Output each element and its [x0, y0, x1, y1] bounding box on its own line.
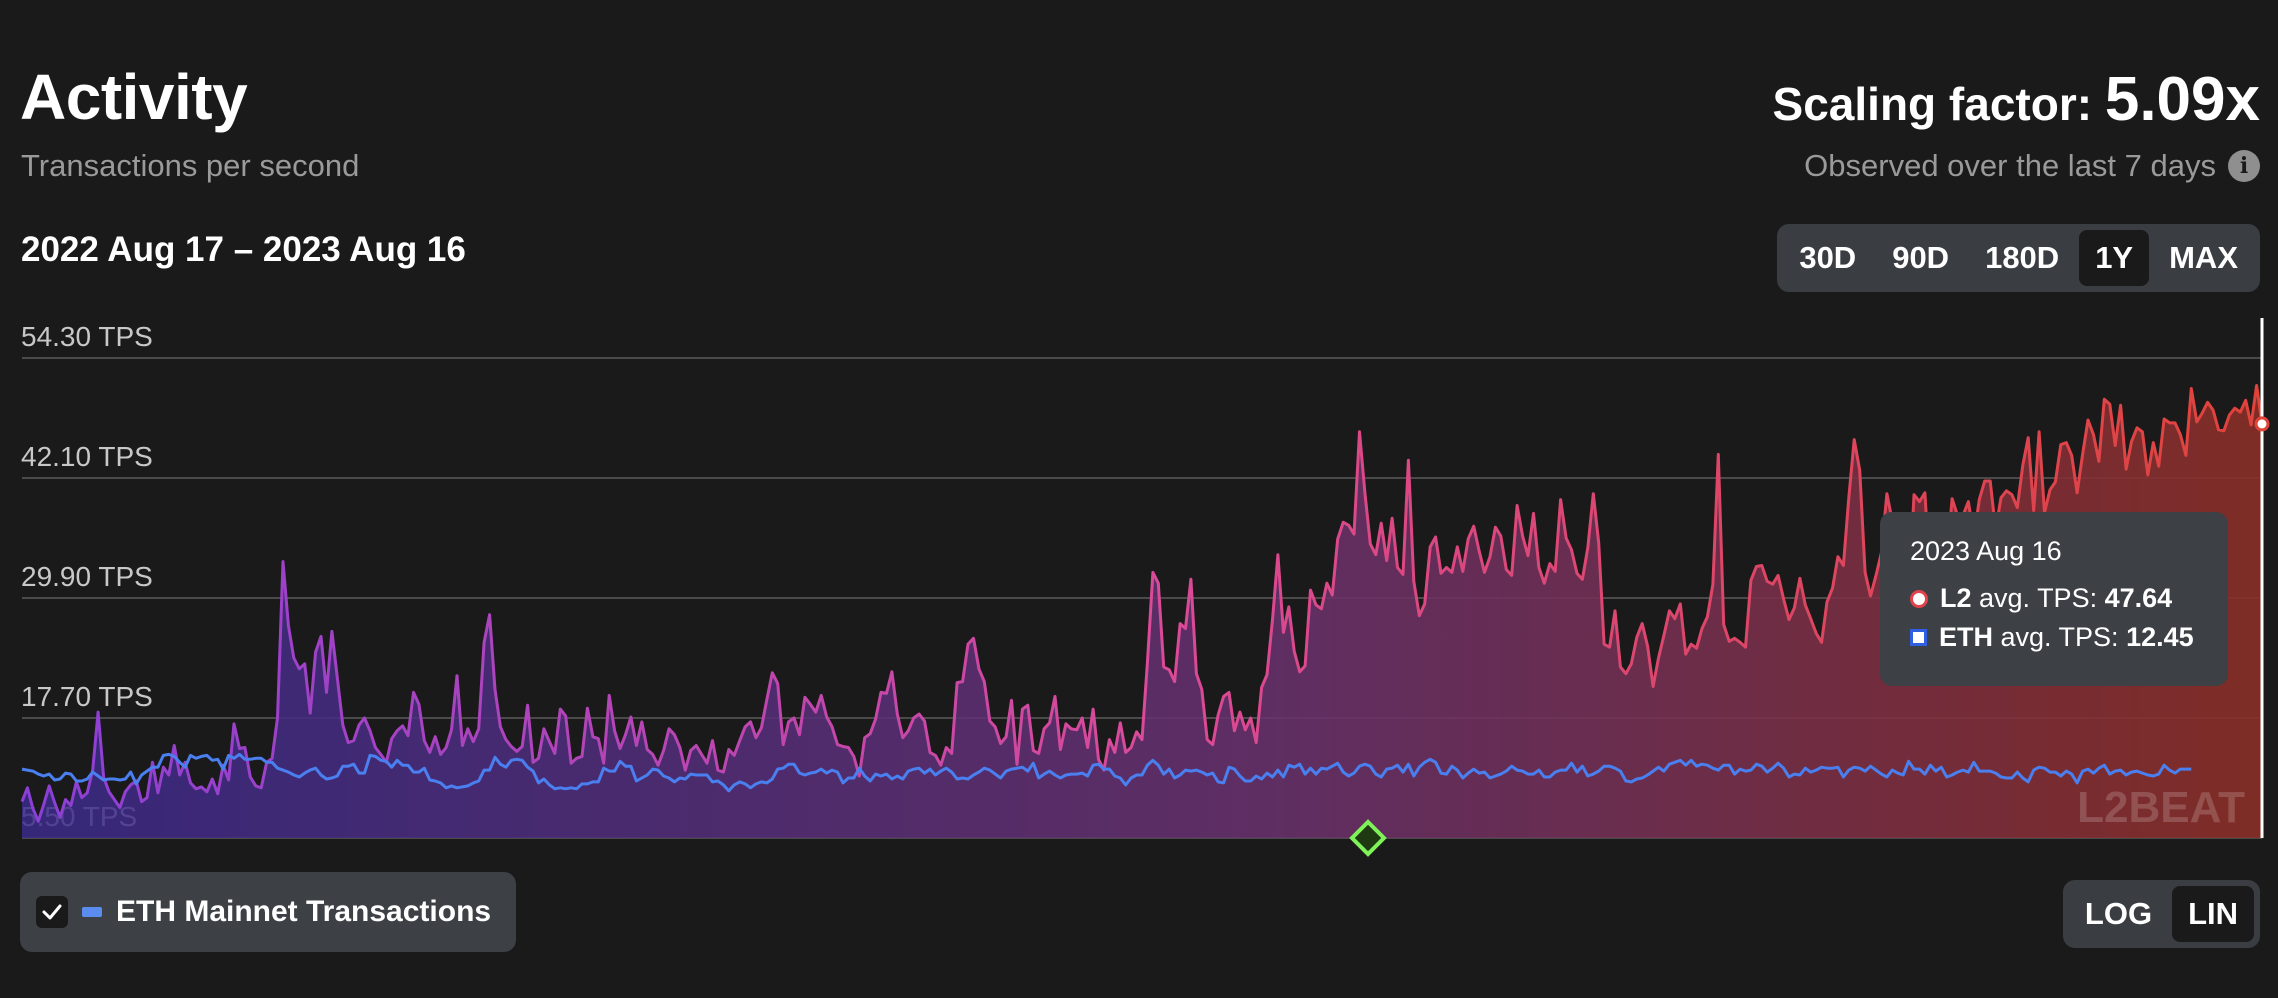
l2-area [22, 385, 2262, 838]
range-button-180d[interactable]: 180D [1985, 240, 2060, 275]
scaling-factor-label: Scaling factor: [1772, 78, 2105, 130]
tooltip-eth-suffix: avg. TPS: [1993, 622, 2127, 652]
observed-text: Observed over the last 7 days [1804, 148, 2216, 183]
page-title: Activity [20, 61, 248, 133]
tooltip-l2-label: L2 [1940, 583, 1972, 613]
range-button-90d[interactable]: 90D [1892, 240, 1950, 275]
observed-note: Observed over the last 7 days i [1804, 148, 2260, 184]
eth-series-line [21, 752, 2192, 793]
eth-legend-swatch [82, 907, 102, 917]
tooltip-date: 2023 Aug 16 [1910, 536, 2062, 566]
milestone-marker [1349, 819, 1387, 857]
scale-selector: LOG LIN [2062, 880, 2260, 948]
eth-mainnet-toggle[interactable]: ETH Mainnet Transactions [20, 872, 516, 952]
range-button-1y[interactable]: 1Y [2079, 230, 2150, 286]
tooltip-eth-value: 12.45 [2126, 622, 2194, 652]
y-tick-label: 29.90 TPS [21, 561, 153, 592]
tooltip-eth-label: ETH [1939, 622, 1993, 652]
info-icon[interactable]: i [2228, 150, 2260, 182]
eth-toggle-label: ETH Mainnet Transactions [116, 895, 492, 928]
l2-series-line [20, 384, 2264, 823]
scaling-factor: Scaling factor: 5.09x [1773, 64, 2260, 135]
tooltip-l2-row: L2 avg. TPS: 47.64 [1910, 583, 2198, 614]
range-button-30d[interactable]: 30D [1799, 240, 1857, 275]
tooltip-l2-value: 47.64 [2104, 583, 2173, 613]
eth-checkbox[interactable] [36, 896, 68, 928]
eth-marker-icon [1910, 629, 1927, 646]
tooltip-l2-suffix: avg. TPS: [1971, 583, 2105, 613]
tooltip-eth-row: ETH avg. TPS: 12.45 [1910, 622, 2198, 653]
checkmark-icon [42, 904, 62, 920]
l2-marker-icon [1910, 589, 1928, 608]
y-tick-label: 54.30 TPS [21, 321, 153, 352]
page-subtitle: Transactions per second [21, 148, 360, 183]
scale-button-lin[interactable]: LIN [2172, 886, 2254, 942]
y-tick-label: 17.70 TPS [21, 681, 153, 712]
date-range: 2022 Aug 17 – 2023 Aug 16 [21, 230, 466, 269]
y-tick-label: 42.10 TPS [21, 441, 153, 472]
range-button-max[interactable]: MAX [2169, 240, 2238, 275]
scaling-factor-value: 5.09x [2104, 65, 2260, 134]
time-range-selector: 30D 90D 180D 1Y MAX [1777, 224, 2260, 292]
scale-button-log[interactable]: LOG [2084, 896, 2153, 931]
chart-tooltip: 2023 Aug 16 L2 avg. TPS: 47.64 ETH avg. … [1880, 512, 2228, 686]
watermark-logo: L2BEAT [2077, 783, 2245, 832]
l2-hover-marker [2254, 416, 2270, 432]
